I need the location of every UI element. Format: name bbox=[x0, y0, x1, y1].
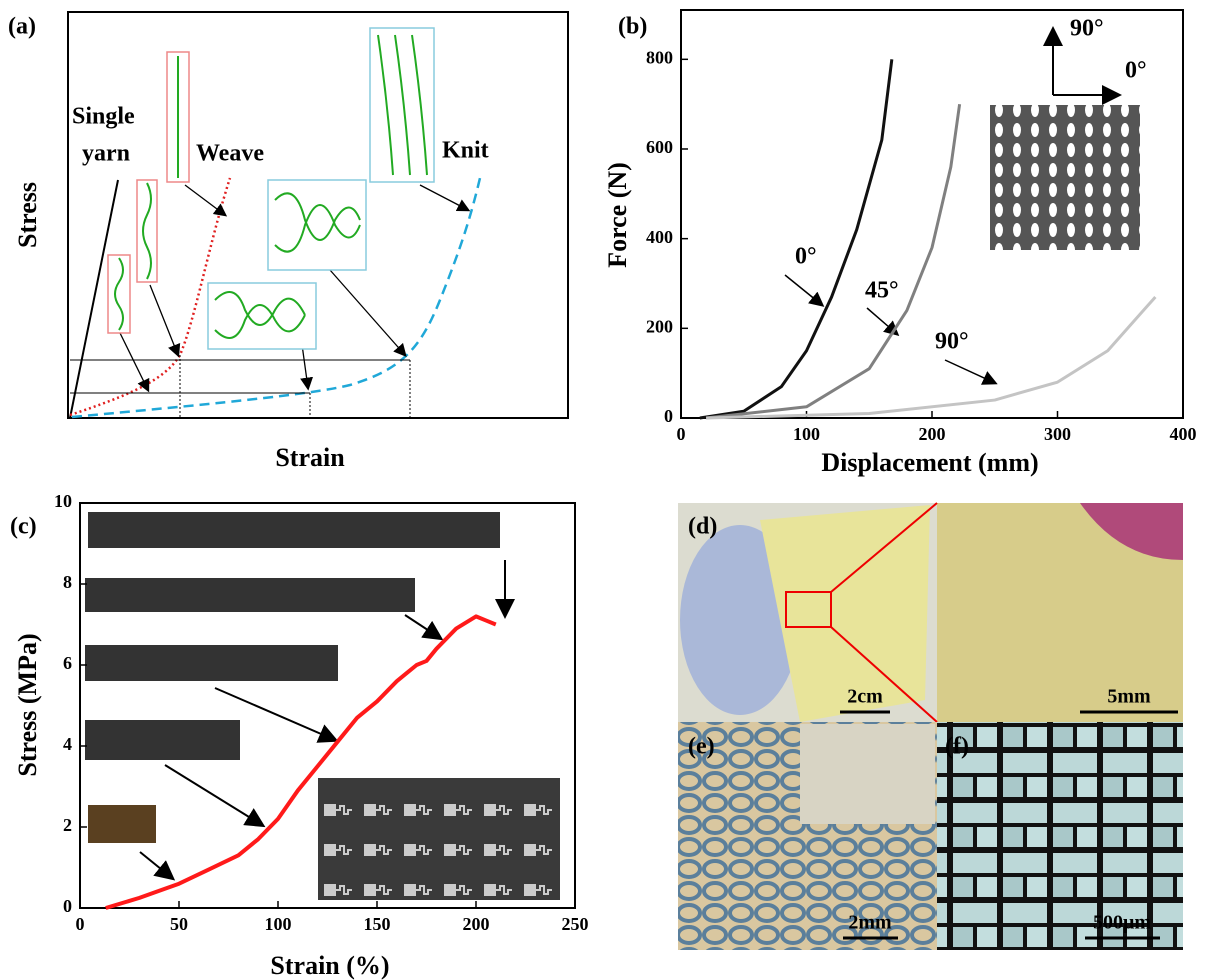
x-axis-label: Displacement (mm) bbox=[821, 448, 1038, 477]
guide-lines bbox=[70, 355, 410, 418]
x-axis-label: Strain (%) bbox=[270, 951, 389, 980]
sample-photo bbox=[85, 720, 240, 760]
lattice-inset bbox=[990, 105, 1140, 250]
scale-label: 500μm bbox=[1093, 912, 1151, 934]
panel-c-decor bbox=[85, 512, 560, 900]
knit-label: Knit bbox=[442, 138, 489, 164]
curve-label: 45° bbox=[865, 278, 899, 304]
curve-label: 90° bbox=[935, 329, 969, 355]
y-axis-label: Force (N) bbox=[603, 162, 632, 268]
x-tick-label: 150 bbox=[364, 914, 391, 934]
y-tick-label: 0 bbox=[63, 896, 72, 916]
panel-label: (c) bbox=[10, 514, 37, 540]
x-tick-label: 300 bbox=[1044, 424, 1071, 444]
y-tick-label: 6 bbox=[63, 653, 72, 673]
x-axis-label: Strain bbox=[275, 443, 345, 472]
panel-label: (d) bbox=[688, 514, 717, 540]
x-tick-label: 0 bbox=[677, 424, 686, 444]
y-tick-label: 200 bbox=[646, 316, 673, 336]
sample-photo bbox=[85, 645, 338, 681]
x-tick-label: 400 bbox=[1170, 424, 1197, 444]
circuit-inset bbox=[318, 778, 560, 900]
panel-label: (a) bbox=[8, 14, 36, 40]
panel-label: (b) bbox=[618, 14, 647, 40]
panel-label: (f) bbox=[945, 734, 969, 760]
y-tick-label: 8 bbox=[63, 572, 72, 592]
y-tick-label: 600 bbox=[646, 137, 673, 157]
data-line bbox=[706, 104, 960, 418]
scale-label: 2mm bbox=[848, 912, 892, 934]
y-tick-label: 2 bbox=[63, 815, 72, 835]
direction-label: 0° bbox=[1125, 58, 1147, 84]
y-tick-label: 10 bbox=[54, 491, 72, 511]
data-line bbox=[700, 59, 892, 418]
scale-label: 5mm bbox=[1107, 686, 1151, 708]
curve-label: 0° bbox=[795, 244, 817, 270]
panel-a: (a) Stress Strain Single yarn Weave Knit bbox=[8, 12, 568, 472]
direction-label: 90° bbox=[1070, 16, 1104, 42]
x-tick-label: 250 bbox=[562, 914, 589, 934]
x-tick-label: 200 bbox=[463, 914, 490, 934]
photo-panels: (d) 2cm 5mm (e) 2mm (f) 500μm bbox=[678, 503, 1183, 950]
single-yarn-label: yarn bbox=[82, 141, 130, 167]
single-yarn-label: Single bbox=[72, 104, 135, 130]
photo-e-inset bbox=[800, 724, 935, 824]
y-axis-label: Stress bbox=[13, 182, 42, 248]
scale-label: 2cm bbox=[847, 686, 883, 708]
x-tick-label: 50 bbox=[170, 914, 188, 934]
x-tick-label: 100 bbox=[793, 424, 820, 444]
y-tick-label: 400 bbox=[646, 227, 673, 247]
weave-label: Weave bbox=[196, 141, 264, 167]
figure: (a) Stress Strain Single yarn Weave Knit bbox=[0, 0, 1205, 980]
sample-photo bbox=[88, 512, 500, 548]
y-tick-label: 0 bbox=[664, 406, 673, 426]
x-tick-label: 200 bbox=[919, 424, 946, 444]
y-tick-label: 4 bbox=[63, 734, 72, 754]
data-line bbox=[706, 297, 1155, 418]
y-axis-label: Stress (MPa) bbox=[13, 633, 42, 776]
panel-label: (e) bbox=[688, 734, 715, 760]
x-tick-label: 0 bbox=[76, 914, 85, 934]
sample-photo bbox=[88, 805, 156, 843]
y-tick-label: 800 bbox=[646, 47, 673, 67]
x-tick-label: 100 bbox=[265, 914, 292, 934]
sample-photo bbox=[85, 578, 415, 612]
